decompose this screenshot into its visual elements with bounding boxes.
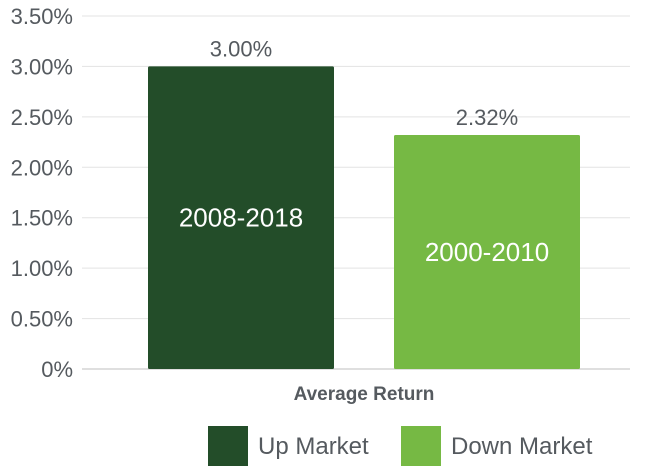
x-axis-label: Average Return (294, 384, 435, 405)
bars: 3.00% 2008-2018 2.32% 2000-2010 (148, 36, 580, 369)
bar-period-label: 2000-2010 (425, 237, 549, 267)
legend-swatch (208, 426, 248, 466)
legend: Up Market Down Market (208, 426, 593, 466)
legend-label: Up Market (258, 433, 369, 460)
y-tick-label: 0% (41, 357, 73, 382)
legend-label: Down Market (451, 433, 593, 460)
y-tick-label: 2.50% (11, 105, 73, 130)
bar (394, 135, 580, 369)
bar (148, 66, 334, 369)
bar-period-label: 2008-2018 (179, 203, 303, 233)
y-tick-label: 3.50% (11, 4, 73, 29)
bar-value-label: 2.32% (456, 105, 518, 130)
y-tick-label: 2.00% (11, 155, 73, 180)
y-axis-ticks: 0% 0.50% 1.00% 1.50% 2.00% 2.50% 3.00% 3.50% (11, 4, 73, 382)
y-tick-label: 1.50% (11, 206, 73, 231)
y-tick-label: 3.00% (11, 54, 73, 79)
y-tick-label: 0.50% (11, 307, 73, 332)
bar-value-label: 3.00% (210, 36, 272, 61)
legend-swatch (401, 426, 441, 466)
y-tick-label: 1.00% (11, 256, 73, 281)
